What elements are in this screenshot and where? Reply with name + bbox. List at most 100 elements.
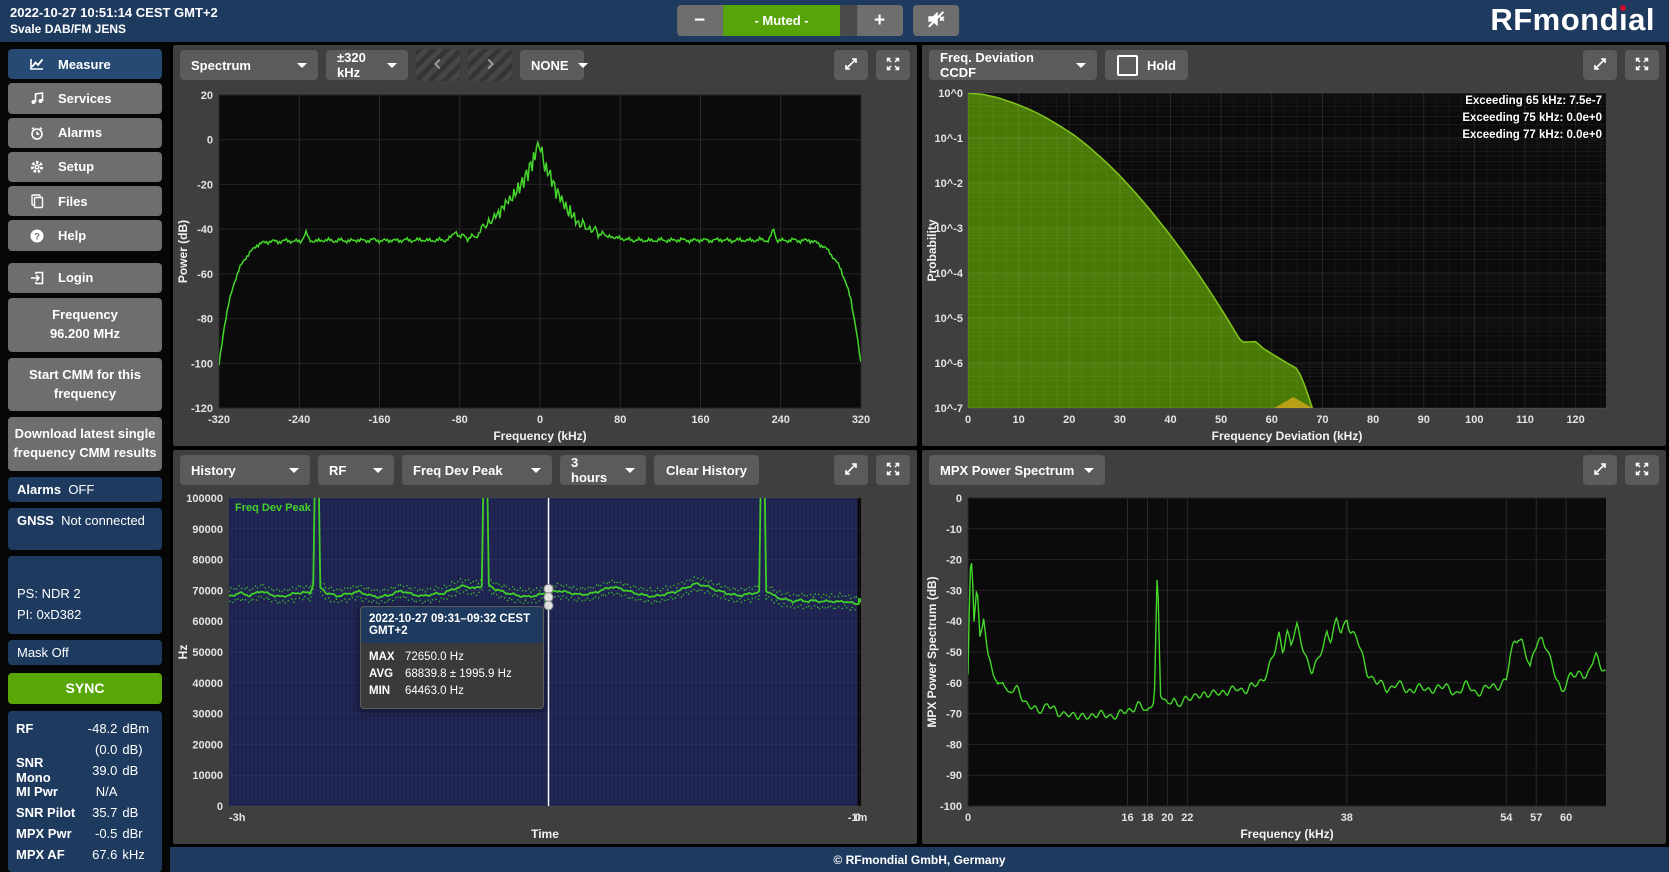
svg-text:70: 70 bbox=[1316, 414, 1328, 426]
mpx-chart[interactable]: 016182022385457600-10-20-30-40-50-60-70-… bbox=[922, 490, 1666, 844]
login-button[interactable]: Login bbox=[8, 263, 162, 293]
checkbox-unchecked-icon bbox=[1117, 55, 1138, 76]
spectrum-prev-button[interactable] bbox=[416, 49, 460, 81]
login-icon bbox=[28, 270, 46, 286]
fullscreen-button[interactable] bbox=[1625, 50, 1659, 80]
volume-increase-button[interactable]: + bbox=[857, 5, 903, 36]
svg-text:0: 0 bbox=[855, 812, 861, 824]
svg-text:38: 38 bbox=[1341, 812, 1353, 824]
spectrum-span-select[interactable]: ±320 kHz bbox=[326, 50, 408, 80]
clear-history-button[interactable]: Clear History bbox=[654, 455, 759, 485]
chevron-down-icon bbox=[297, 63, 307, 68]
history-range-select[interactable]: 3 hours bbox=[560, 455, 646, 485]
mpx-toolbar: MPX Power Spectrum bbox=[922, 450, 1666, 490]
sidebar-item-label: Measure bbox=[58, 57, 111, 72]
svg-text:0: 0 bbox=[965, 812, 971, 824]
svg-text:160: 160 bbox=[691, 414, 709, 426]
svg-text:Time: Time bbox=[531, 827, 559, 841]
sidebar-item-files[interactable]: Files bbox=[8, 186, 162, 216]
hold-checkbox[interactable]: Hold bbox=[1105, 50, 1188, 80]
svg-text:80: 80 bbox=[614, 414, 626, 426]
ccdf-mode-select[interactable]: Freq. Deviation CCDF bbox=[929, 50, 1097, 80]
exceeding-75: Exceeding 75 kHz: 0.0e+0 bbox=[1462, 110, 1602, 127]
svg-text:30: 30 bbox=[1114, 414, 1126, 426]
history-source-select[interactable]: RF bbox=[318, 455, 394, 485]
expand-button[interactable] bbox=[834, 455, 868, 485]
rfmondial-logo: RFmondıal bbox=[1490, 2, 1655, 38]
fullscreen-button[interactable] bbox=[876, 50, 910, 80]
svg-text:-40: -40 bbox=[946, 616, 962, 628]
svg-text:20: 20 bbox=[201, 90, 213, 102]
spectrum-marker-select[interactable]: NONE bbox=[520, 50, 584, 80]
sidebar-item-measure[interactable]: Measure bbox=[8, 49, 162, 79]
svg-text:18: 18 bbox=[1141, 812, 1153, 824]
mpx-mode-select[interactable]: MPX Power Spectrum bbox=[929, 455, 1105, 485]
mute-button[interactable] bbox=[913, 5, 959, 36]
panel-ccdf: Freq. Deviation CCDF Hold 01020304050607… bbox=[922, 45, 1666, 446]
sync-indicator[interactable]: SYNC bbox=[8, 673, 162, 704]
expand-button[interactable] bbox=[1583, 50, 1617, 80]
volume-bar[interactable]: - Muted - bbox=[723, 5, 857, 36]
sidebar-item-help[interactable]: ? Help bbox=[8, 220, 162, 250]
svg-text:16: 16 bbox=[1121, 812, 1133, 824]
fullscreen-icon bbox=[884, 460, 902, 481]
alarms-status-value: OFF bbox=[68, 482, 94, 497]
svg-text:-90: -90 bbox=[946, 770, 962, 782]
svg-text:0: 0 bbox=[217, 801, 223, 813]
history-mode-select[interactable]: History bbox=[180, 455, 310, 485]
panel-mpx: MPX Power Spectrum 016182022385457600-10… bbox=[922, 450, 1666, 844]
chevron-down-icon bbox=[1084, 468, 1094, 473]
volume-group: − - Muted - + bbox=[677, 5, 903, 36]
ps-pi-info: PS: NDR 2 PI: 0xD382 bbox=[8, 556, 162, 634]
svg-text:MPX Power Spectrum (dB): MPX Power Spectrum (dB) bbox=[925, 576, 939, 727]
stat-row-snr-mono: SNR Mono39.0dB bbox=[16, 760, 154, 781]
sidebar-item-alarms[interactable]: Alarms bbox=[8, 118, 162, 148]
frequency-button[interactable]: Frequency 96.200 MHz bbox=[8, 298, 162, 352]
expand-icon bbox=[842, 460, 860, 481]
svg-text:57: 57 bbox=[1530, 812, 1542, 824]
history-chart-area: 0100002000030000400005000060000700008000… bbox=[173, 490, 917, 844]
history-metric-select[interactable]: Freq Dev Peak bbox=[402, 455, 552, 485]
expand-button[interactable] bbox=[834, 50, 868, 80]
chevron-down-icon bbox=[373, 468, 383, 473]
top-bar: 2022-10-27 10:51:14 CEST GMT+2 Svale DAB… bbox=[0, 0, 1669, 42]
sidebar-item-label: Setup bbox=[58, 159, 94, 174]
mask-status: Mask Off bbox=[8, 640, 162, 665]
svg-text:54: 54 bbox=[1500, 812, 1513, 824]
svg-text:50000: 50000 bbox=[192, 647, 223, 659]
fullscreen-button[interactable] bbox=[876, 455, 910, 485]
chevron-down-icon bbox=[578, 63, 588, 68]
svg-text:-40: -40 bbox=[197, 224, 213, 236]
svg-text:-20: -20 bbox=[197, 179, 213, 191]
fullscreen-button[interactable] bbox=[1625, 455, 1659, 485]
expand-button[interactable] bbox=[1583, 455, 1617, 485]
chart-line-icon bbox=[28, 56, 46, 72]
alarms-status: Alarms OFF bbox=[8, 477, 162, 502]
svg-text:10^-7: 10^-7 bbox=[935, 403, 963, 415]
panel-grid: Spectrum ±320 kHz NONE -320-240-160-8008… bbox=[170, 42, 1669, 847]
spectrum-next-button[interactable] bbox=[468, 49, 512, 81]
sidebar-item-services[interactable]: Services bbox=[8, 83, 162, 113]
pi-value: PI: 0xD382 bbox=[17, 605, 153, 626]
datetime: 2022-10-27 10:51:14 CEST GMT+2 bbox=[10, 5, 218, 21]
svg-text:Frequency Deviation (kHz): Frequency Deviation (kHz) bbox=[1212, 429, 1363, 443]
svg-text:100000: 100000 bbox=[186, 493, 223, 505]
mpx-chart-area: 016182022385457600-10-20-30-40-50-60-70-… bbox=[922, 490, 1666, 844]
spectrum-chart[interactable]: -320-240-160-80080160240320200-20-40-60-… bbox=[173, 85, 917, 446]
svg-text:-80: -80 bbox=[946, 739, 962, 751]
sidebar: Measure Services Alarms Setup Files ? He… bbox=[0, 42, 170, 872]
start-cmm-button[interactable]: Start CMM for this frequency bbox=[8, 358, 162, 412]
tooltip-min-row: MIN64463.0 Hz bbox=[369, 683, 535, 700]
sidebar-item-setup[interactable]: Setup bbox=[8, 152, 162, 182]
volume-decrease-button[interactable]: − bbox=[677, 5, 723, 36]
svg-text:20: 20 bbox=[1063, 414, 1075, 426]
history-chart[interactable]: 0100002000030000400005000060000700008000… bbox=[173, 490, 917, 844]
svg-text:30000: 30000 bbox=[192, 709, 223, 721]
chevron-down-icon bbox=[387, 63, 397, 68]
download-cmm-button[interactable]: Download latest single frequency CMM res… bbox=[8, 417, 162, 471]
volume-control: − - Muted - + bbox=[677, 5, 959, 36]
svg-text:60: 60 bbox=[1266, 414, 1278, 426]
spectrum-mode-select[interactable]: Spectrum bbox=[180, 50, 318, 80]
chevron-down-icon bbox=[289, 468, 299, 473]
svg-text:Frequency (kHz): Frequency (kHz) bbox=[493, 429, 586, 443]
